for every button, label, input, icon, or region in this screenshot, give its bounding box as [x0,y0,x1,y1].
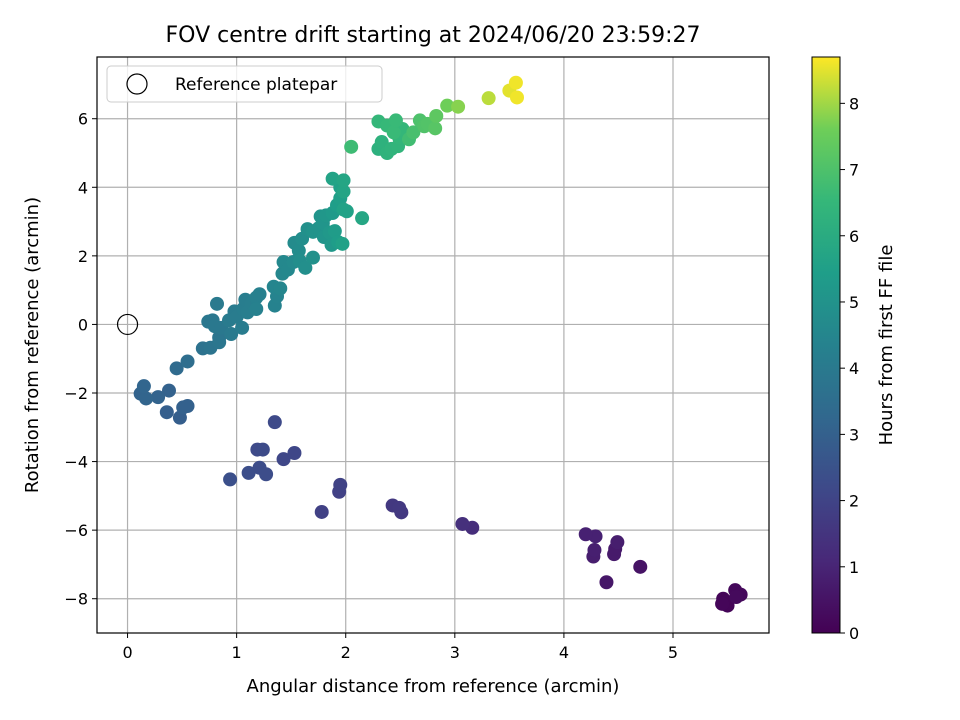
data-point [325,171,340,186]
reference-platepar-marker [116,313,139,336]
data-point [587,543,602,558]
data-point [406,125,421,140]
data-point [249,302,264,316]
colorbar: 0 1 2 3 4 5 6 7 8 Hours from first FF file [811,56,897,643]
legend-box [106,65,383,103]
colorbar-tick-label: 6 [849,227,859,246]
y-axis-ticks: −8 −6 −4 −2 0 2 4 6 [64,110,97,609]
y-tick-label: 4 [78,178,88,197]
data-point [599,575,614,590]
data-point [180,399,195,414]
data-point [481,91,496,106]
data-point [386,125,401,140]
data-point [610,535,625,550]
legend: Reference platepar [106,65,383,103]
data-point [252,287,267,302]
data-point [224,327,239,342]
y-tick-label: 6 [78,110,88,129]
colorbar-gradient [811,56,841,634]
colorbar-tick-label: 4 [849,359,859,378]
data-point [508,75,523,90]
data-point [344,139,359,154]
data-point [429,108,444,123]
data-point [333,477,348,492]
data-point [335,236,350,251]
data-point [355,211,370,226]
data-point [180,354,195,369]
data-point [276,452,291,467]
data-point [291,243,306,258]
data-point [273,281,288,296]
data-point [428,121,443,136]
data-point [314,504,329,519]
data-point [336,173,351,188]
data-point [151,390,166,405]
data-point [287,446,302,460]
chart-title: FOV centre drift starting at 2024/06/20 … [166,23,701,48]
data-point [223,472,238,487]
y-tick-label: −6 [64,521,88,540]
data-point [339,204,354,219]
data-point [327,224,342,239]
colorbar-ticks: 0 1 2 3 4 5 6 7 8 [840,94,859,643]
data-point [136,379,151,394]
data-point [255,442,270,457]
data-point [169,361,184,376]
data-point [455,516,470,531]
data-point [715,596,730,611]
y-tick-label: −4 [64,453,88,472]
y-tick-label: −2 [64,384,88,403]
data-point [374,135,389,150]
y-axis-label: Rotation from reference (arcmin) [22,197,43,493]
data-points [133,75,748,613]
x-tick-label: 2 [341,643,351,662]
data-point [510,90,524,105]
legend-marker-icon [126,73,148,95]
colorbar-tick-label: 2 [849,492,859,511]
data-point [259,467,274,482]
x-tick-label: 0 [122,643,132,662]
reference-marker-group [116,313,139,336]
colorbar-tick-label: 7 [849,161,859,180]
y-tick-label: −8 [64,590,88,609]
data-point [235,320,250,335]
data-point [139,391,154,406]
data-point [392,500,407,515]
data-point [298,260,313,275]
y-tick-label: 0 [78,315,88,334]
y-tick-label: 2 [78,247,88,266]
data-point [306,250,320,265]
legend-entry-reference: Reference platepar [175,75,337,95]
data-point [578,527,593,542]
x-tick-label: 3 [450,643,460,662]
data-point [267,415,282,430]
data-point [729,590,744,604]
plot-frame [96,56,770,634]
data-point [162,383,176,398]
data-point [336,184,351,199]
data-point [210,296,224,311]
data-point [159,405,174,420]
colorbar-tick-label: 8 [849,94,859,113]
colorbar-label: Hours from first FF file [876,245,897,446]
x-tick-label: 5 [668,643,678,662]
data-point [440,98,455,113]
data-point [388,113,403,128]
data-point [633,559,648,574]
x-axis-ticks: 0 1 2 3 4 5 [122,633,678,662]
data-point [241,465,256,480]
x-tick-label: 4 [559,643,569,662]
x-axis-label: Angular distance from reference (arcmin) [247,676,620,697]
colorbar-tick-label: 1 [849,558,859,577]
data-point [212,335,227,350]
colorbar-tick-label: 0 [849,624,859,643]
x-tick-label: 1 [232,643,242,662]
colorbar-tick-label: 3 [849,425,859,444]
colorbar-tick-label: 5 [849,293,859,312]
data-point [451,99,466,114]
